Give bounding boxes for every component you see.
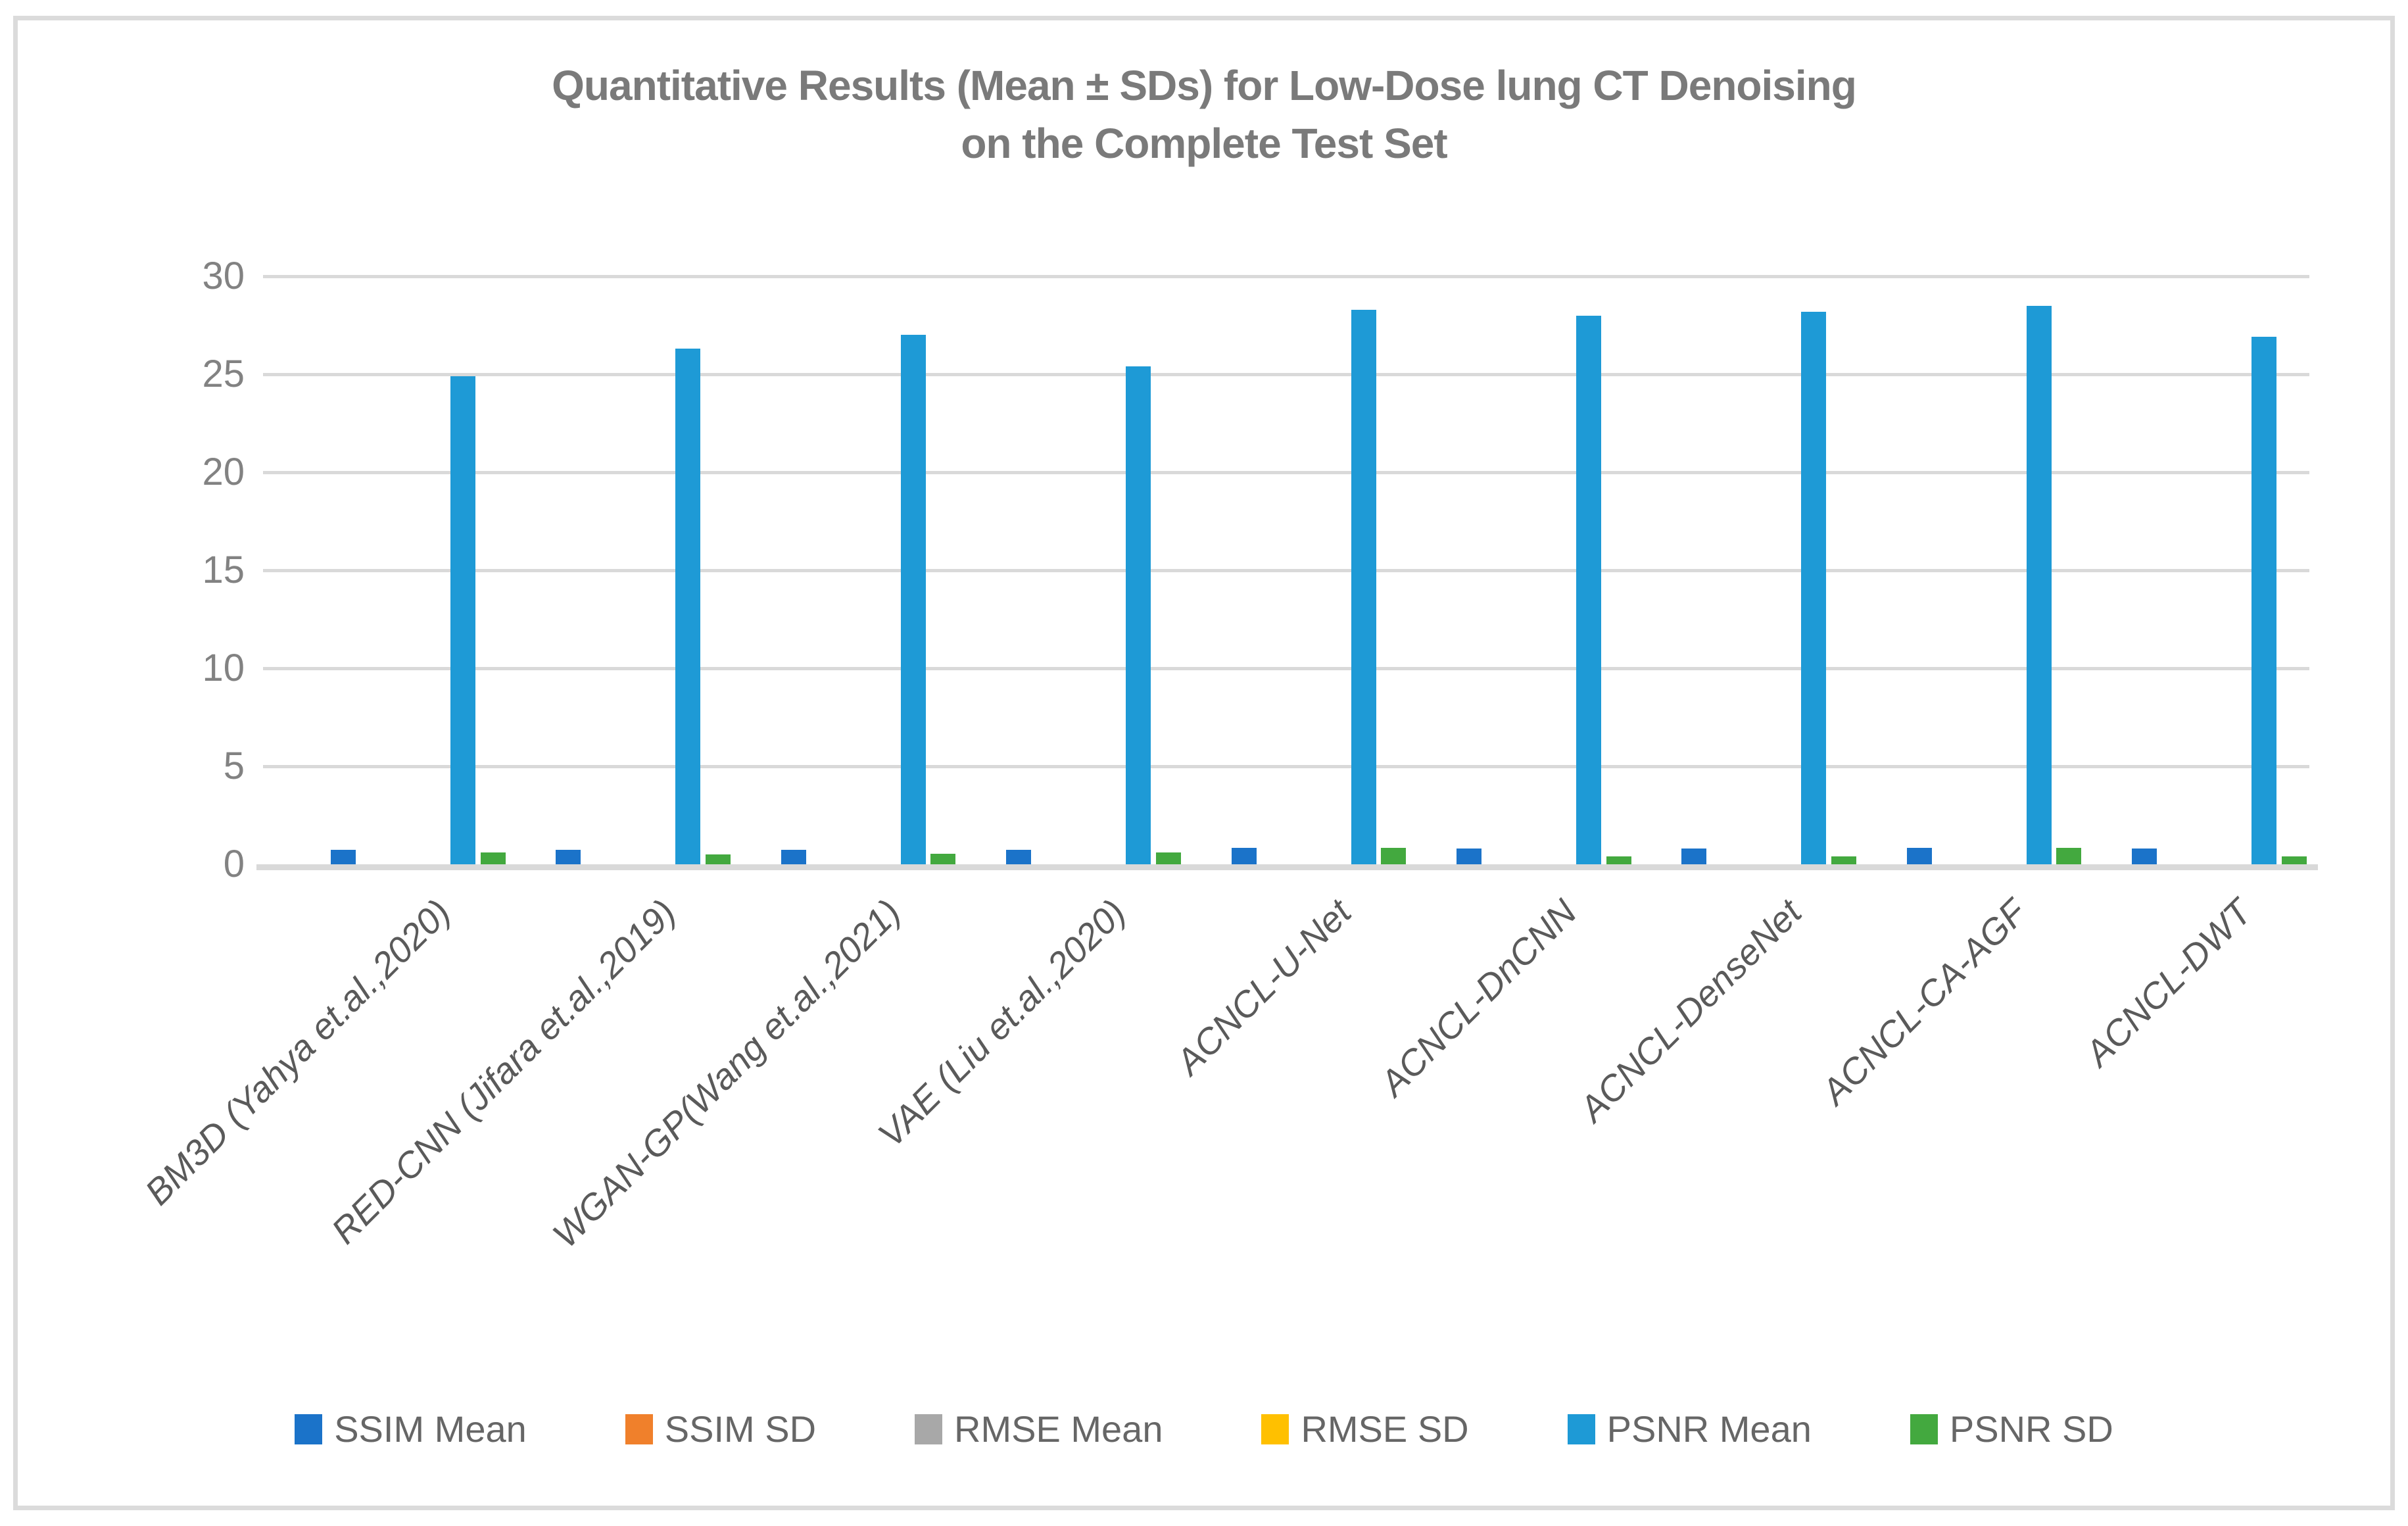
legend-swatch-psnr-sd [1910, 1414, 1938, 1444]
x-axis-line [256, 864, 2318, 870]
legend-label: SSIM Mean [334, 1408, 527, 1450]
legend-swatch-psnr-mean [1567, 1414, 1595, 1444]
bar-psnr-sd [1831, 856, 1856, 864]
gridline [263, 765, 2309, 768]
legend-item: SSIM SD [625, 1408, 816, 1450]
legend-item: SSIM Mean [295, 1408, 527, 1450]
bar-psnr-mean [675, 349, 701, 864]
chart-border-frame [13, 16, 2395, 1510]
chart-title-line2: on the Complete Test Set [961, 120, 1447, 167]
y-tick-label: 10 [202, 647, 245, 689]
legend-swatch-ssim-sd [625, 1414, 653, 1444]
legend-swatch-rmse-mean [915, 1414, 943, 1444]
legend-item: RMSE Mean [915, 1408, 1163, 1450]
y-tick-label: 30 [202, 255, 245, 297]
gridline [263, 275, 2309, 278]
bar-psnr-sd [480, 852, 506, 864]
y-tick-label: 0 [223, 843, 245, 885]
bar-ssim-mean [1457, 849, 1481, 864]
bar-psnr-mean [1801, 311, 1827, 864]
legend-label: RMSE Mean [954, 1408, 1163, 1450]
bar-psnr-sd [1381, 847, 1407, 864]
bar-ssim-mean [1006, 849, 1032, 864]
gridline [263, 667, 2309, 670]
bar-psnr-sd [930, 853, 956, 864]
legend-label: PSNR SD [1949, 1408, 2113, 1450]
bar-psnr-mean [450, 376, 475, 864]
bar-ssim-mean [2132, 849, 2157, 864]
bar-ssim-mean [1231, 847, 1257, 864]
gridline [263, 373, 2309, 376]
y-tick-label: 25 [202, 353, 245, 395]
bar-psnr-mean [2026, 305, 2052, 864]
chart-title: Quantitative Results (Mean ± SDs) for Lo… [0, 57, 2408, 172]
legend: SSIM Mean SSIM SD RMSE Mean RMSE SD PSNR Mea… [0, 1408, 2408, 1450]
legend-item: PSNR Mean [1567, 1408, 1812, 1450]
bar-ssim-mean [1681, 849, 1707, 864]
chart-title-line1: Quantitative Results (Mean ± SDs) for Lo… [552, 62, 1857, 109]
bar-psnr-mean [1576, 315, 1601, 864]
bar-psnr-sd [705, 854, 731, 864]
bar-psnr-mean [900, 335, 926, 864]
y-tick-label: 5 [223, 745, 245, 787]
bar-psnr-mean [1126, 366, 1151, 864]
bar-ssim-mean [781, 849, 806, 864]
gridline [263, 471, 2309, 474]
bar-psnr-mean [1351, 309, 1376, 864]
legend-item: RMSE SD [1261, 1408, 1469, 1450]
y-tick-label: 20 [202, 451, 245, 493]
legend-swatch-ssim-mean [295, 1414, 323, 1444]
legend-swatch-rmse-sd [1261, 1414, 1289, 1444]
bar-psnr-sd [1155, 852, 1181, 864]
legend-label: SSIM SD [664, 1408, 817, 1450]
bar-psnr-sd [1606, 856, 1631, 864]
legend-item: PSNR SD [1910, 1408, 2113, 1450]
legend-label: RMSE SD [1301, 1408, 1469, 1450]
y-tick-label: 15 [202, 549, 245, 591]
bar-ssim-mean [1906, 847, 1932, 864]
gridline [263, 569, 2309, 572]
bar-ssim-mean [556, 849, 581, 864]
bar-psnr-sd [2281, 856, 2307, 864]
bar-psnr-sd [2056, 847, 2082, 864]
bar-psnr-mean [2251, 337, 2277, 864]
bar-ssim-mean [331, 849, 356, 864]
legend-label: PSNR Mean [1606, 1408, 1812, 1450]
